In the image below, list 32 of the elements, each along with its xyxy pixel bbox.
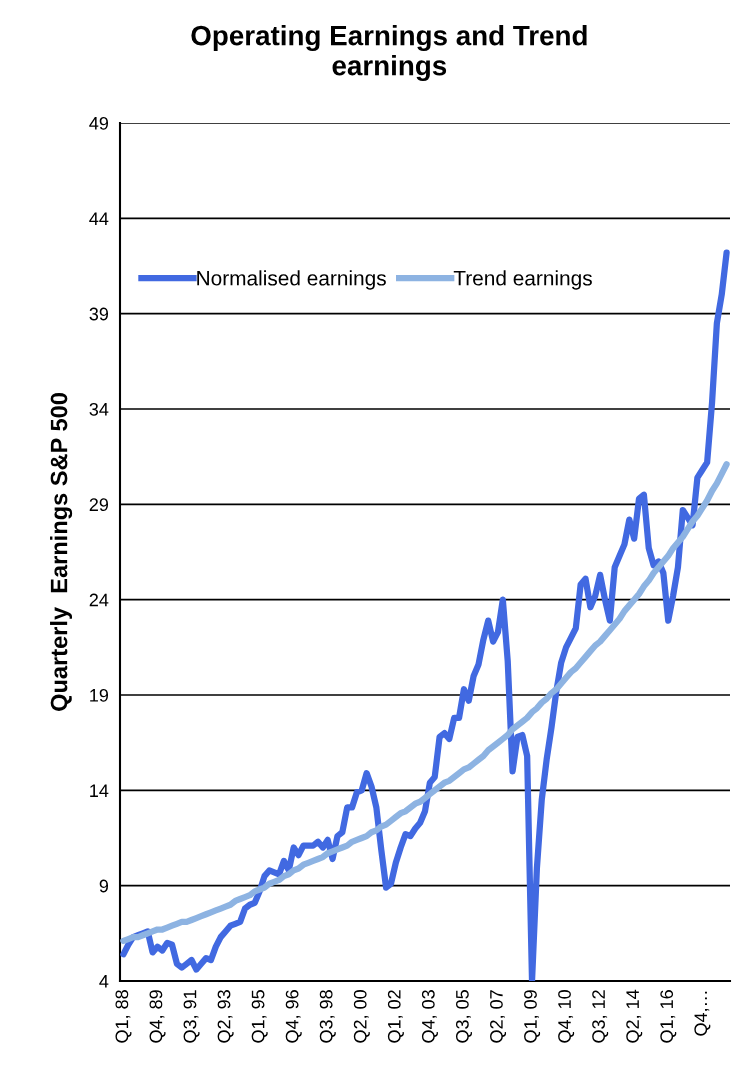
x-tick-label: Q2, 07 [490, 990, 507, 1043]
x-tick-label: Q4, 96 [285, 990, 302, 1043]
y-tick-label: 44 [89, 212, 109, 225]
x-tick-label: Q2, 14 [626, 989, 643, 1043]
y-axis-title: Quarterly Earnings S&P 500 [50, 393, 73, 711]
y-tick-label: 14 [90, 784, 109, 797]
y-tick-label: 39 [89, 307, 109, 321]
y-tick-label: 9 [99, 879, 109, 893]
x-tick-label: Q3, 98 [319, 990, 336, 1043]
x-tick-label: Q4,… [694, 991, 711, 1036]
x-tick-label: Q2, 00 [353, 990, 370, 1043]
x-tick-label: Q1, 88 [115, 990, 132, 1043]
legend-label: Normalised earnings [197, 270, 386, 290]
y-tick-label: 19 [90, 688, 109, 702]
y-tick-label: 24 [89, 593, 109, 607]
y-tick-label: 34 [89, 402, 109, 416]
x-tick-label: Q1, 95 [251, 990, 268, 1043]
x-tick-label: Q3, 91 [183, 990, 200, 1043]
y-tick-label: 4 [99, 975, 109, 988]
x-tick-label: Q3, 12 [592, 990, 609, 1043]
x-tick-label: Q3, 05 [455, 990, 472, 1043]
x-tick-label: Q1, 02 [387, 990, 404, 1043]
y-tick-label: 49 [89, 116, 109, 130]
x-tick-label: Q4, 03 [421, 990, 438, 1043]
x-tick-label: Q4, 10 [558, 990, 575, 1043]
chart-title: Operating Earnings and Trend earnings [191, 25, 587, 82]
legend-label: Trend earnings [453, 270, 592, 290]
x-tick-label: Q4, 89 [149, 990, 166, 1043]
x-tick-label: Q1, 16 [660, 990, 677, 1043]
y-tick-label: 29 [89, 498, 109, 512]
x-tick-label: Q1, 09 [524, 990, 541, 1043]
x-tick-label: Q2, 93 [217, 990, 234, 1043]
